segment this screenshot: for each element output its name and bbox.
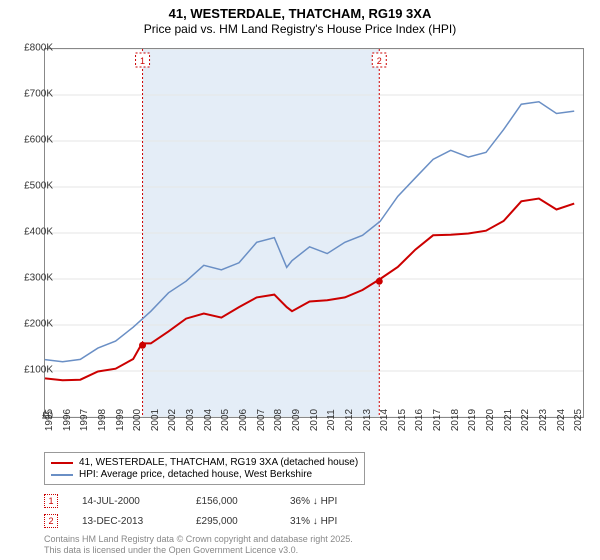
y-tick-label: £200K [12,319,56,330]
chart-container: 41, WESTERDALE, THATCHAM, RG19 3XA Price… [0,0,600,560]
legend-row-hpi: HPI: Average price, detached house, West… [51,469,358,480]
title-subtitle: Price paid vs. HM Land Registry's House … [0,22,600,36]
x-tick-label: 2005 [220,409,231,431]
legend: 41, WESTERDALE, THATCHAM, RG19 3XA (deta… [44,452,365,485]
sale-row-2: 2 13-DEC-2013 £295,000 31% ↓ HPI [44,514,337,528]
sale-price-1: £156,000 [196,496,266,507]
footer: Contains HM Land Registry data © Crown c… [44,534,353,556]
svg-text:1: 1 [140,56,145,66]
x-tick-label: 1999 [115,409,126,431]
x-tick-label: 2010 [309,409,320,431]
x-tick-label: 2006 [238,409,249,431]
footer-line1: Contains HM Land Registry data © Crown c… [44,534,353,545]
marker-badge-2: 2 [44,514,58,528]
x-tick-label: 2013 [362,409,373,431]
x-tick-label: 2025 [573,409,584,431]
x-tick-label: 2003 [185,409,196,431]
legend-label-hpi: HPI: Average price, detached house, West… [79,469,312,480]
sale-price-2: £295,000 [196,516,266,527]
sale-date-1: 14-JUL-2000 [82,496,172,507]
x-tick-label: 2015 [397,409,408,431]
title-address: 41, WESTERDALE, THATCHAM, RG19 3XA [0,6,600,22]
svg-text:2: 2 [377,56,382,66]
legend-swatch-hpi [51,474,73,476]
x-tick-label: 1998 [97,409,108,431]
y-tick-label: £100K [12,365,56,376]
legend-row-price: 41, WESTERDALE, THATCHAM, RG19 3XA (deta… [51,457,358,468]
y-tick-label: £500K [12,181,56,192]
sale-date-2: 13-DEC-2013 [82,516,172,527]
x-tick-label: 1997 [79,409,90,431]
legend-swatch-price [51,462,73,464]
y-tick-label: £300K [12,273,56,284]
y-tick-label: £800K [12,43,56,54]
y-tick-label: £400K [12,227,56,238]
x-tick-label: 2000 [132,409,143,431]
x-tick-label: 2014 [379,409,390,431]
x-tick-label: 1996 [62,409,73,431]
sale-delta-2: 31% ↓ HPI [290,516,337,527]
legend-label-price: 41, WESTERDALE, THATCHAM, RG19 3XA (deta… [79,457,358,468]
footer-line2: This data is licensed under the Open Gov… [44,545,353,556]
title-block: 41, WESTERDALE, THATCHAM, RG19 3XA Price… [0,0,600,36]
x-tick-label: 2011 [326,409,337,431]
chart-svg: 12 [45,49,583,417]
x-tick-label: 2017 [432,409,443,431]
x-tick-label: 2012 [344,409,355,431]
x-tick-label: 2009 [291,409,302,431]
y-tick-label: £600K [12,135,56,146]
sale-row-1: 1 14-JUL-2000 £156,000 36% ↓ HPI [44,494,337,508]
x-tick-label: 2001 [150,409,161,431]
plot-area: 12 [44,48,584,418]
marker-badge-1: 1 [44,494,58,508]
x-tick-label: 2024 [556,409,567,431]
x-tick-label: 2023 [538,409,549,431]
x-tick-label: 1995 [44,409,55,431]
x-tick-label: 2016 [414,409,425,431]
x-tick-label: 2004 [203,409,214,431]
x-tick-label: 2008 [273,409,284,431]
x-tick-label: 2002 [167,409,178,431]
y-tick-label: £700K [12,89,56,100]
x-tick-label: 2018 [450,409,461,431]
x-tick-label: 2020 [485,409,496,431]
x-tick-label: 2021 [503,409,514,431]
x-tick-label: 2007 [256,409,267,431]
sale-delta-1: 36% ↓ HPI [290,496,337,507]
x-tick-label: 2022 [520,409,531,431]
x-tick-label: 2019 [467,409,478,431]
